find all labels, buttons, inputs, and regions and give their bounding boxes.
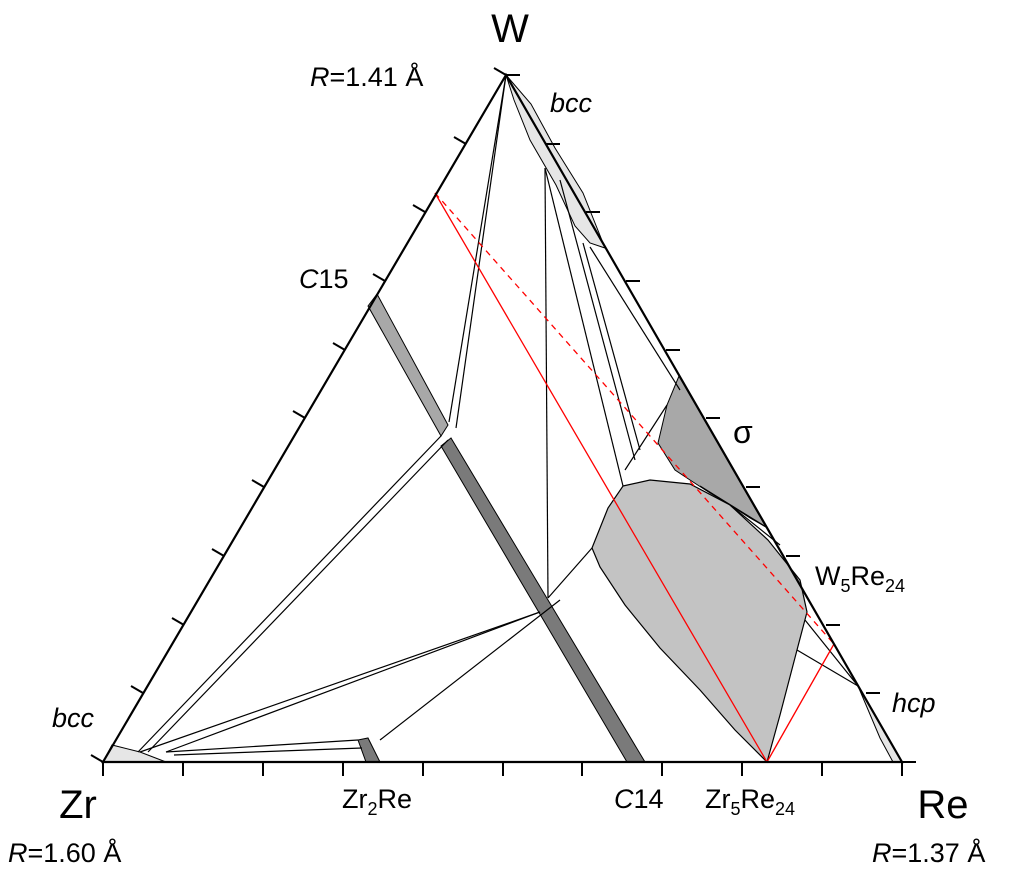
c15-phase-band — [367, 293, 449, 437]
radius-label-re: R=1.37 Å — [872, 837, 985, 868]
c14-phase-band — [440, 437, 646, 763]
right-edge-ticks — [506, 74, 916, 763]
phase-label-sigma: σ — [733, 414, 753, 450]
phase-label-zr5re24: Zr5Re24 — [705, 784, 795, 819]
corner-label-re: Re — [917, 783, 968, 827]
corner-label-w: W — [491, 7, 529, 51]
red-line-dashed — [434, 192, 835, 645]
radius-label-w: R=1.41 Å — [310, 61, 423, 92]
phase-label-zr2re: Zr2Re — [342, 784, 412, 819]
red-line-short — [766, 643, 835, 763]
left-edge-ticks — [90, 67, 507, 763]
ternary-solid-solution-region — [591, 479, 808, 764]
red-line-solid — [434, 192, 768, 763]
zr2re-phase-band — [357, 737, 381, 763]
phase-label-c15: C15 — [299, 264, 349, 294]
bottom-edge-ticks — [102, 762, 903, 776]
phase-boundary-lines — [137, 74, 859, 756]
phase-label-hcp: hcp — [892, 688, 936, 718]
corner-label-zr: Zr — [59, 783, 97, 827]
phase-label-bcc-zr: bcc — [52, 703, 95, 733]
phase-label-bcc-w: bcc — [550, 88, 593, 118]
red-reference-lines — [434, 192, 835, 763]
phase-label-c14: C14 — [614, 784, 664, 814]
phase-label-w5re24: W5Re24 — [815, 561, 905, 596]
radius-label-zr: R=1.60 Å — [8, 837, 121, 868]
